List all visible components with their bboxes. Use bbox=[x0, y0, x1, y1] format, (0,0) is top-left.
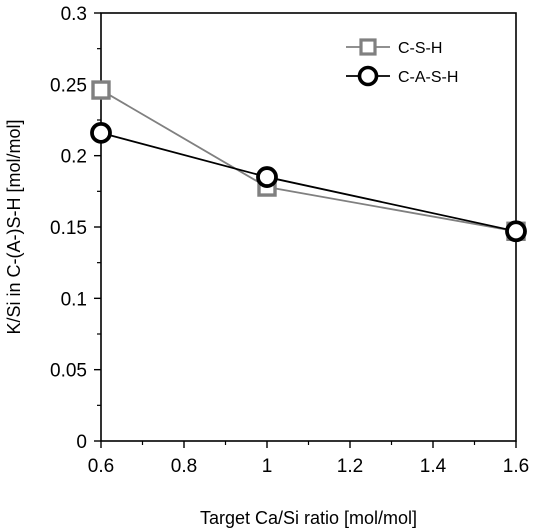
x-tick-label: 1.4 bbox=[420, 456, 447, 477]
legend-label-c-a-s-h: C-A-S-H bbox=[398, 69, 458, 86]
legend-item-c-s-h: C-S-H bbox=[346, 38, 442, 57]
legend: C-S-H C-A-S-H bbox=[346, 38, 458, 87]
series-c-s-h bbox=[91, 80, 526, 241]
legend-marker-c-s-h bbox=[359, 38, 377, 56]
y-tick-label: 0.1 bbox=[61, 289, 87, 310]
data-point-c-a-s-h bbox=[505, 220, 527, 243]
x-tick-label: 0.8 bbox=[171, 456, 197, 477]
y-tick-label: 0.3 bbox=[61, 4, 87, 25]
legend-item-c-a-s-h: C-A-S-H bbox=[346, 65, 458, 87]
legend-marker-c-a-s-h bbox=[357, 65, 379, 87]
y-tick-label: 0.2 bbox=[61, 147, 87, 168]
x-tick-label: 1.6 bbox=[503, 456, 529, 477]
data-point-c-s-h bbox=[91, 80, 111, 100]
y-tick-label: 0 bbox=[76, 432, 87, 453]
axis-titles: Target Ca/Si ratio [mol/mol] K/Si in C-(… bbox=[4, 119, 417, 528]
x-tick-label: 0.6 bbox=[88, 456, 114, 477]
series-line-c-s-h bbox=[100, 89, 517, 233]
x-axis-title: Target Ca/Si ratio [mol/mol] bbox=[200, 508, 417, 528]
axes: 0 0.05 0.1 0.15 0.2 0.25 0.3 0.6 0.8 1 1.2 1.4 1.6 bbox=[50, 4, 529, 477]
y-tick-label: 0.15 bbox=[50, 218, 87, 239]
data-point-c-a-s-h bbox=[90, 121, 112, 144]
series-line-c-a-s-h bbox=[100, 131, 517, 233]
series-c-a-s-h bbox=[90, 121, 527, 243]
y-axis-title: K/Si in C-(A-)S-H [mol/mol] bbox=[4, 119, 24, 334]
data-point-c-a-s-h bbox=[256, 166, 278, 188]
series-layer bbox=[90, 80, 527, 243]
x-tick-label: 1.2 bbox=[337, 456, 363, 477]
x-tick-label: 1 bbox=[262, 456, 273, 477]
legend-label-c-s-h: C-S-H bbox=[398, 40, 442, 57]
y-tick-label: 0.25 bbox=[50, 75, 87, 96]
y-tick-label: 0.05 bbox=[50, 361, 87, 382]
